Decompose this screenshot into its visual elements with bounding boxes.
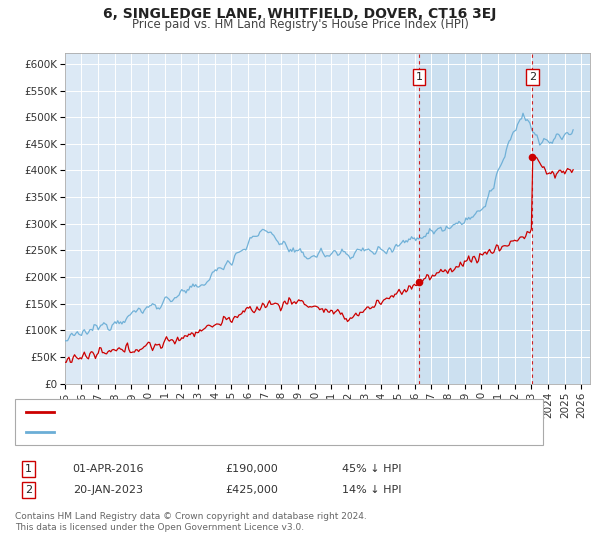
Text: 2: 2 xyxy=(529,72,536,82)
Bar xyxy=(419,53,590,384)
Text: HPI: Average price, detached house, Dover: HPI: Average price, detached house, Dove… xyxy=(58,427,298,437)
Text: 01-APR-2016: 01-APR-2016 xyxy=(72,464,144,474)
Text: Contains HM Land Registry data © Crown copyright and database right 2024.
This d: Contains HM Land Registry data © Crown c… xyxy=(15,512,367,532)
Text: 20-JAN-2023: 20-JAN-2023 xyxy=(73,485,143,495)
Text: £190,000: £190,000 xyxy=(226,464,278,474)
Text: 1: 1 xyxy=(415,72,422,82)
Text: 6, SINGLEDGE LANE, WHITFIELD, DOVER, CT16 3EJ: 6, SINGLEDGE LANE, WHITFIELD, DOVER, CT1… xyxy=(103,7,497,21)
Text: 1: 1 xyxy=(25,464,32,474)
Text: Price paid vs. HM Land Registry's House Price Index (HPI): Price paid vs. HM Land Registry's House … xyxy=(131,18,469,31)
Text: 45% ↓ HPI: 45% ↓ HPI xyxy=(342,464,402,474)
Text: 6, SINGLEDGE LANE, WHITFIELD, DOVER, CT16 3EJ (detached house): 6, SINGLEDGE LANE, WHITFIELD, DOVER, CT1… xyxy=(58,407,442,417)
Text: 2: 2 xyxy=(25,485,32,495)
Text: 14% ↓ HPI: 14% ↓ HPI xyxy=(342,485,402,495)
Text: £425,000: £425,000 xyxy=(226,485,278,495)
